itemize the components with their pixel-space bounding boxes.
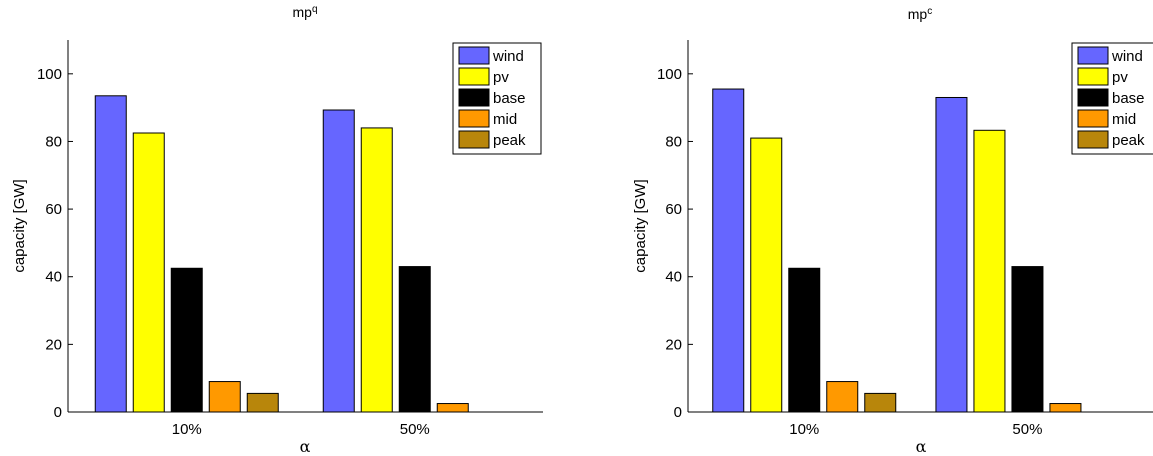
legend-label-mid: mid — [1112, 111, 1136, 128]
bar-wind-1 — [94, 95, 127, 413]
legend-label-peak: peak — [493, 132, 526, 149]
y-tick-label: 20 — [665, 336, 682, 353]
bar-mid-1 — [208, 381, 241, 413]
x-axis-label: α — [916, 437, 927, 456]
y-tick-label: 0 — [54, 404, 62, 421]
legend-label-pv: pv — [493, 69, 509, 86]
chart-title: mpc — [908, 6, 932, 22]
bar-peak-1 — [864, 392, 897, 413]
legend-label-base: base — [493, 90, 526, 107]
legend-swatch-base — [1077, 88, 1109, 107]
bar-base-1 — [170, 267, 203, 413]
legend-swatch-mid — [1077, 109, 1109, 128]
legend: wind pv base mid peak — [1071, 42, 1153, 155]
legend-swatch-pv — [1077, 67, 1109, 86]
y-tick-label: 100 — [37, 66, 62, 83]
bar-wind-1 — [712, 88, 745, 413]
x-tick-label: 10% — [789, 421, 819, 438]
bar-peak-1 — [246, 392, 279, 413]
bar-mid-1 — [826, 381, 859, 413]
y-tick-label: 100 — [657, 66, 682, 83]
legend: wind pv base mid peak — [452, 42, 542, 155]
legend-label-peak: peak — [1112, 132, 1145, 149]
x-tick-label: 50% — [1012, 421, 1042, 438]
legend-swatch-peak — [1077, 130, 1109, 149]
bar-mid-2 — [1049, 403, 1082, 413]
bar-base-2 — [1011, 266, 1044, 413]
legend-label-base: base — [1112, 90, 1145, 107]
bar-pv-1 — [132, 132, 165, 413]
y-axis-label: capacity [GW] — [11, 179, 28, 272]
bar-pv-2 — [973, 129, 1006, 413]
chart-title: mpq — [292, 4, 317, 20]
y-tick-label: 0 — [674, 404, 682, 421]
legend-swatch-peak — [458, 130, 490, 149]
legend-swatch-wind — [458, 46, 490, 65]
bar-pv-2 — [360, 127, 393, 413]
bar-base-1 — [788, 267, 821, 413]
x-tick-label: 50% — [400, 421, 430, 438]
y-tick-label: 80 — [665, 133, 682, 150]
x-axis-label: α — [300, 437, 311, 456]
y-tick-label: 80 — [45, 133, 62, 150]
chart-2: mpc 0 20 40 60 80 100 capacity [GW] 10% 50% α wind p… — [632, 6, 1153, 456]
legend-swatch-mid — [458, 109, 490, 128]
bar-pv-1 — [750, 137, 783, 413]
y-tick-label: 60 — [665, 201, 682, 218]
bar-wind-2 — [935, 96, 968, 413]
y-tick-label: 60 — [45, 201, 62, 218]
legend-swatch-base — [458, 88, 490, 107]
x-tick-label: 10% — [172, 421, 202, 438]
bar-base-2 — [398, 266, 431, 413]
y-tick-label: 20 — [45, 336, 62, 353]
chart-1: mpq 0 20 40 60 80 100 capacity [GW] 10% 50% α wind p… — [11, 4, 543, 456]
legend-label-wind: wind — [492, 48, 524, 65]
y-axis-label: capacity [GW] — [632, 179, 649, 272]
bar-wind-2 — [322, 109, 355, 413]
legend-swatch-pv — [458, 67, 490, 86]
legend-label-pv: pv — [1112, 69, 1128, 86]
y-tick-label: 40 — [665, 269, 682, 286]
legend-label-mid: mid — [493, 111, 517, 128]
legend-swatch-wind — [1077, 46, 1109, 65]
bar-mid-2 — [436, 403, 469, 413]
legend-label-wind: wind — [1111, 48, 1143, 65]
y-tick-label: 40 — [45, 269, 62, 286]
